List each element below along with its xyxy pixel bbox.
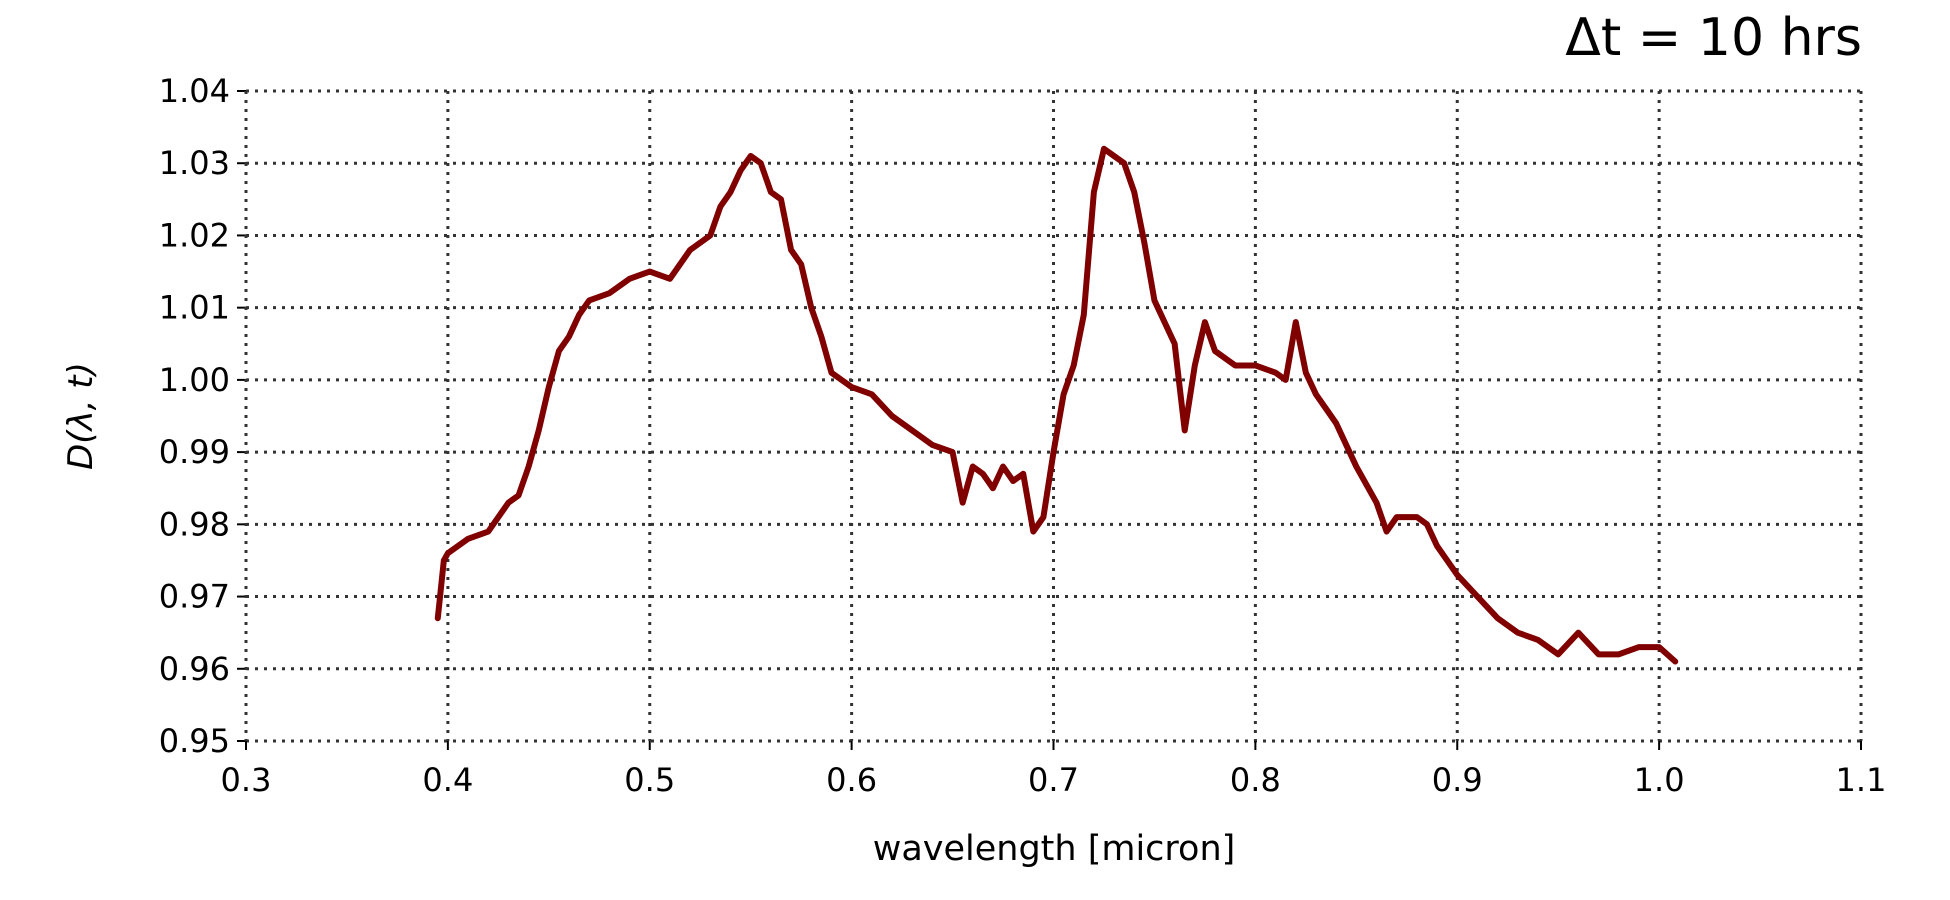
- chart-title: Δt = 10 hrs: [1565, 8, 1862, 68]
- x-tick-label: 1.0: [1634, 761, 1685, 799]
- y-tick-label: 0.97: [159, 578, 230, 616]
- y-tick-label: 0.96: [159, 650, 230, 688]
- y-tick-label: 1.04: [159, 72, 230, 110]
- y-axis-label: D(λ, t): [61, 362, 101, 470]
- y-tick-label: 1.00: [159, 361, 230, 399]
- x-tick-label: 0.9: [1432, 761, 1483, 799]
- data-line: [434, 145, 1679, 665]
- x-tick-label: 0.3: [221, 761, 272, 799]
- y-tick-label: 0.99: [159, 433, 230, 471]
- x-tick-label: 0.8: [1230, 761, 1281, 799]
- y-tick-label: 0.95: [159, 722, 230, 760]
- x-tick-label: 0.5: [624, 761, 675, 799]
- y-tick-label: 1.01: [159, 289, 230, 327]
- x-tick-label: 0.7: [1028, 761, 1079, 799]
- x-tick-label: 1.1: [1836, 761, 1887, 799]
- y-tick-label: 1.03: [159, 144, 230, 182]
- x-tick-label: 0.6: [826, 761, 877, 799]
- y-tick-label: 1.02: [159, 216, 230, 254]
- x-tick-label: 0.4: [422, 761, 473, 799]
- y-tick-label: 0.98: [159, 505, 230, 543]
- x-axis-label: wavelength [micron]: [873, 829, 1236, 869]
